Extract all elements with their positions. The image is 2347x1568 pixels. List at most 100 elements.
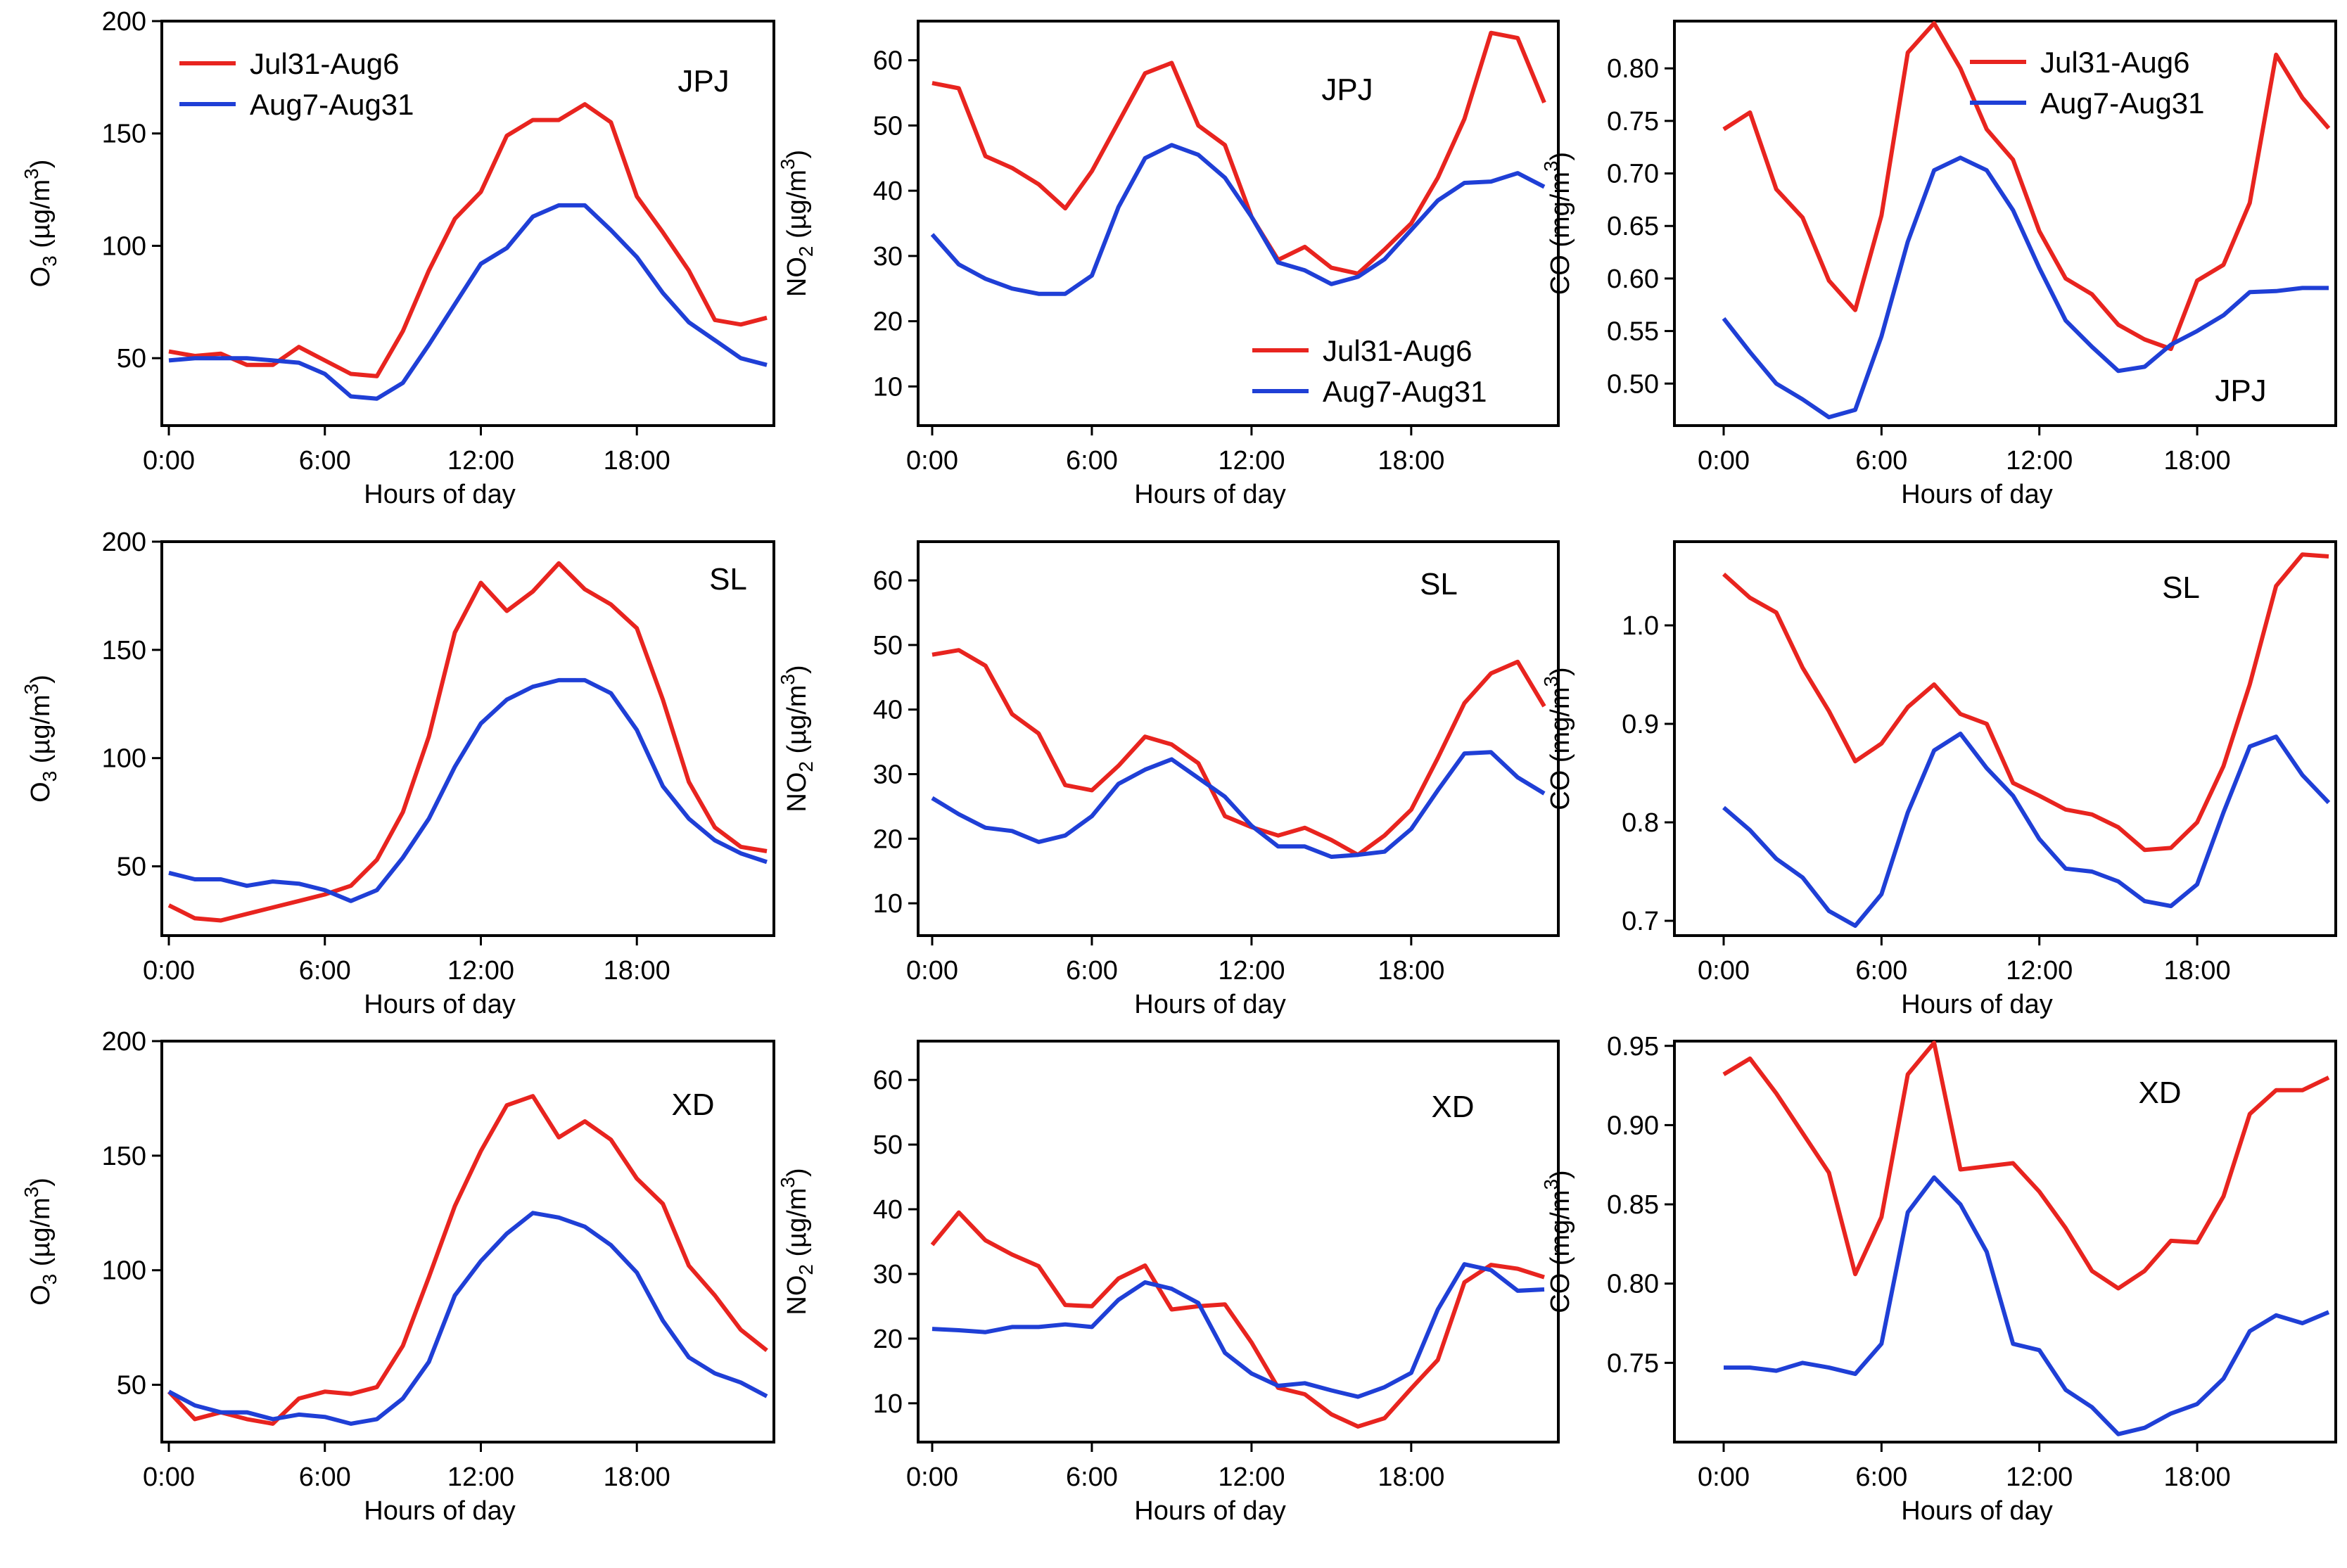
plot-frame [917, 540, 1560, 937]
y-tick-label: 0.55 [1607, 317, 1659, 347]
y-tick-label: 20 [873, 1325, 903, 1354]
y-tick-label: 0.95 [1607, 1032, 1659, 1062]
x-axis-title: Hours of day [1901, 1496, 2052, 1526]
y-tick-label: 40 [873, 1195, 903, 1225]
site-label: SL [709, 562, 747, 597]
y-tick-label: 40 [873, 177, 903, 206]
x-tick-label: 12:00 [2006, 446, 2073, 476]
series-line-jul31-aug6 [930, 1210, 1545, 1429]
legend-label: Aug7-Aug31 [250, 88, 414, 121]
chart-panel-o3-jpj: 50 100 150 200 0:00 6:00 12:00 18:00 Hours of da… [20, 7, 775, 509]
x-axis-title: Hours of day [1134, 990, 1285, 1019]
legend-label: Jul31-Aug6 [250, 47, 399, 80]
x-tick-label: 6:00 [1066, 446, 1118, 476]
x-axis-title: Hours of day [1134, 1496, 1285, 1526]
plot-frame [1673, 1040, 2337, 1443]
x-tick-label: 12:00 [2006, 1462, 2073, 1492]
y-tick-label: 0.75 [1607, 107, 1659, 136]
y-tick-label: 0.90 [1607, 1111, 1659, 1140]
y-tick-label: 0.60 [1607, 264, 1659, 294]
x-tick-label: 0:00 [1698, 446, 1750, 476]
series-line-aug7-aug31 [1722, 155, 2329, 420]
y-tick-label: 0.75 [1607, 1349, 1659, 1378]
y-tick-label: 20 [873, 307, 903, 337]
y-tick-label: 50 [117, 344, 146, 374]
series-line-aug7-aug31 [931, 1262, 1545, 1399]
x-tick-label: 12:00 [447, 446, 514, 476]
x-axis-title: Hours of day [364, 990, 515, 1019]
x-tick-label: 18:00 [1378, 446, 1444, 476]
x-tick-label: 12:00 [447, 956, 514, 986]
legend-label: Jul31-Aug6 [1323, 334, 1472, 367]
x-tick-label: 6:00 [1855, 446, 1907, 476]
x-tick-label: 0:00 [143, 956, 195, 986]
y-tick-label: 50 [873, 111, 903, 141]
plot-frame [917, 20, 1560, 427]
series-line-aug7-aug31 [167, 1211, 768, 1426]
x-tick-label: 0:00 [1698, 1462, 1750, 1492]
x-tick-label: 12:00 [2006, 956, 2073, 986]
series-line-jul31-aug6 [1722, 21, 2331, 351]
x-axis-title: Hours of day [364, 480, 515, 509]
chart-panel-no2-sl: 10 20 30 40 50 60 0:00 6:00 12:00 18:00 Hours of d… [777, 540, 1560, 1019]
y-tick-label: 50 [873, 631, 903, 661]
y-axis-title: O3 (µg/m3) [20, 675, 61, 803]
legend-label: Aug7-Aug31 [2040, 87, 2205, 120]
x-tick-label: 12:00 [447, 1462, 514, 1492]
y-tick-label: 0.8 [1622, 808, 1659, 838]
chart-panel-co-xd: 0.75 0.80 0.85 0.90 0.95 0:00 6:00 12:00 18:00 Ho… [1540, 1032, 2337, 1526]
site-label: SL [2162, 571, 2200, 605]
y-axis-title: CO (mg/m3) [1540, 667, 1575, 810]
y-tick-label: 0.65 [1607, 212, 1659, 241]
y-tick-label: 150 [102, 1142, 146, 1171]
plot-frame [160, 540, 775, 937]
y-tick-label: 30 [873, 760, 903, 789]
x-tick-label: 6:00 [299, 956, 351, 986]
y-axis-title: CO (mg/m3) [1540, 152, 1575, 295]
series-line-jul31-aug6 [1722, 552, 2329, 853]
series-line-aug7-aug31 [930, 143, 1546, 296]
x-axis-title: Hours of day [364, 1496, 515, 1526]
x-tick-label: 18:00 [2163, 1462, 2230, 1492]
x-tick-label: 0:00 [1698, 956, 1750, 986]
chart-panel-no2-jpj: 10 20 30 40 50 60 0:00 6:00 12:00 18:00 Hours of d… [777, 20, 1560, 509]
y-tick-label: 0.9 [1622, 710, 1659, 739]
series-line-jul31-aug6 [168, 102, 768, 378]
legend-label: Jul31-Aug6 [2040, 46, 2189, 79]
x-tick-label: 0:00 [906, 1462, 958, 1492]
x-tick-label: 18:00 [1378, 1462, 1444, 1492]
x-tick-label: 18:00 [604, 956, 670, 986]
site-label: SL [1420, 567, 1458, 601]
y-tick-label: 30 [873, 242, 903, 272]
y-tick-label: 0.85 [1607, 1190, 1659, 1220]
x-tick-label: 6:00 [299, 446, 351, 476]
site-label: XD [1431, 1090, 1474, 1124]
y-tick-label: 60 [873, 566, 903, 596]
y-axis-title: NO2 (µg/m3) [777, 150, 817, 297]
x-tick-label: 12:00 [1218, 1462, 1285, 1492]
y-tick-label: 60 [873, 1066, 903, 1095]
y-tick-label: 0.7 [1622, 907, 1659, 936]
legend: Jul31-Aug6 Aug7-Aug31 [179, 47, 414, 121]
series-line-jul31-aug6 [1722, 1040, 2330, 1291]
y-tick-label: 50 [873, 1130, 903, 1160]
y-tick-label: 10 [873, 1389, 903, 1419]
series-line-jul31-aug6 [167, 1094, 768, 1426]
y-tick-label: 200 [102, 7, 146, 37]
chart-panel-o3-sl: 50 100 150 200 0:00 6:00 12:00 18:00 Hours of da… [20, 528, 775, 1019]
x-tick-label: 18:00 [604, 1462, 670, 1492]
y-axis-title: CO (mg/m3) [1540, 1170, 1575, 1313]
y-tick-label: 50 [117, 853, 146, 882]
legend-label: Aug7-Aug31 [1323, 375, 1487, 408]
y-tick-label: 200 [102, 528, 146, 557]
x-tick-label: 12:00 [1218, 446, 1285, 476]
y-tick-label: 200 [102, 1027, 146, 1057]
x-tick-label: 18:00 [1378, 956, 1444, 986]
site-label: XD [2138, 1076, 2181, 1110]
y-axis-title: NO2 (µg/m3) [777, 665, 817, 812]
x-tick-label: 0:00 [143, 446, 195, 476]
y-tick-label: 20 [873, 824, 903, 854]
y-tick-label: 10 [873, 889, 903, 919]
y-tick-label: 10 [873, 372, 903, 402]
